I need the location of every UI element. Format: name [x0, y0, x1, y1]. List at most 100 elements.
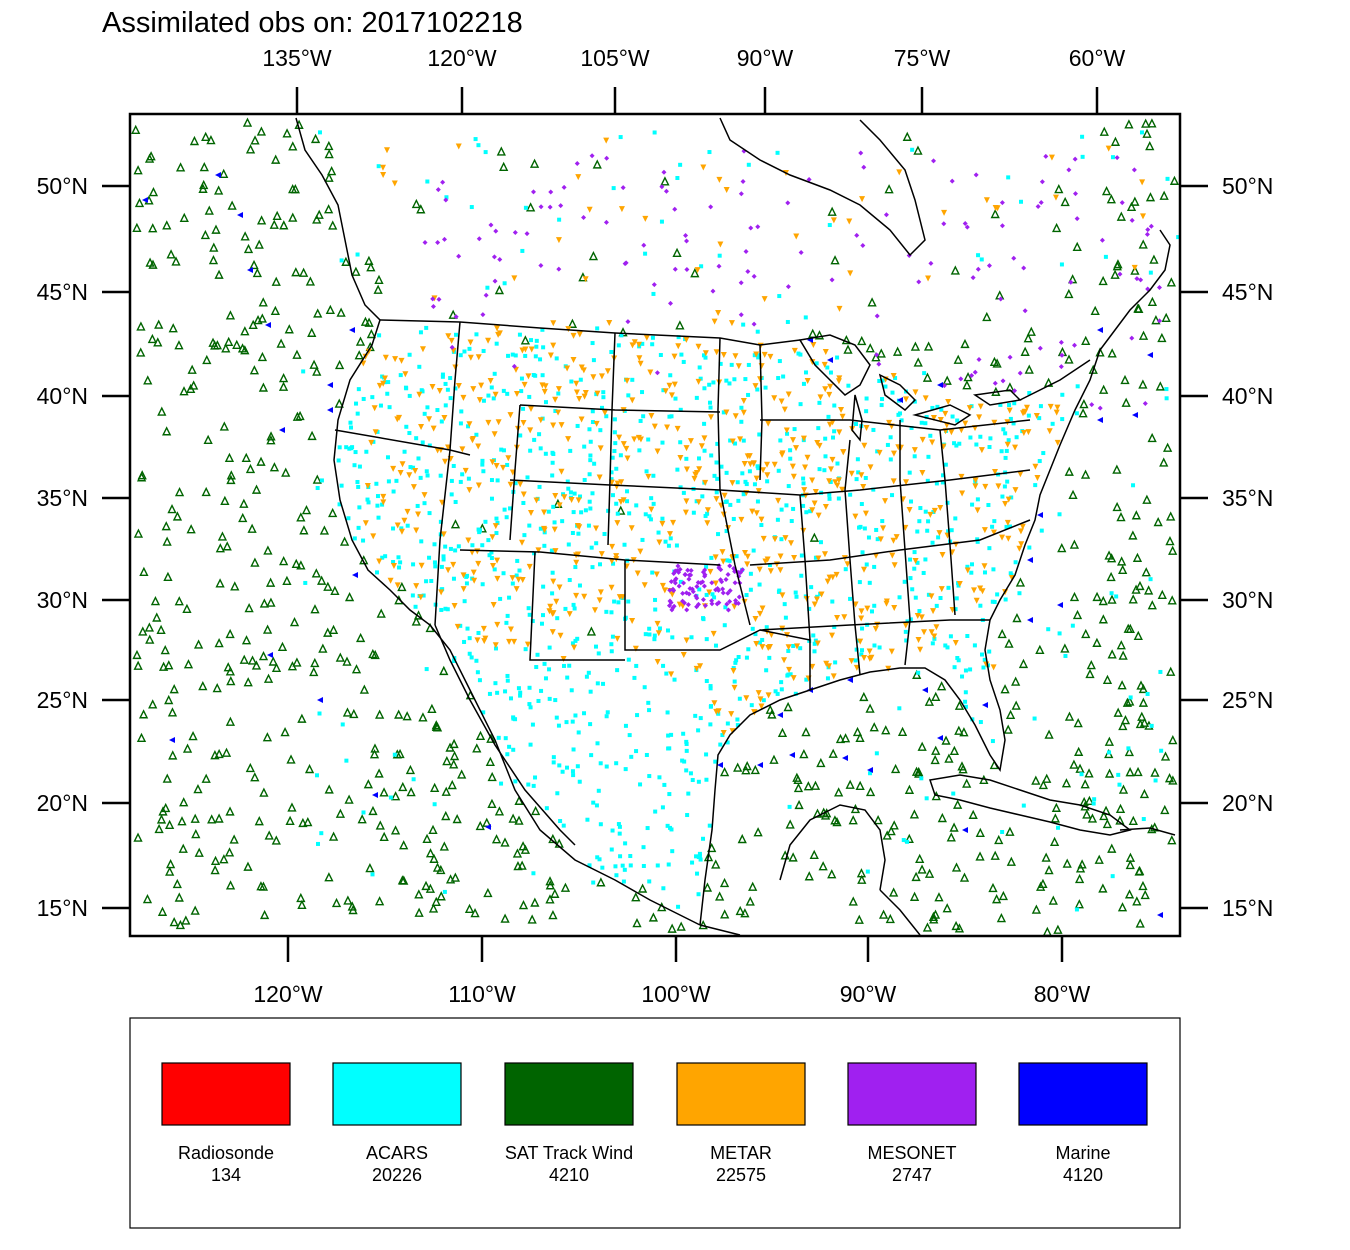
acars-point	[521, 500, 526, 505]
metar-point	[753, 640, 760, 647]
sat-track-wind-point	[153, 337, 163, 347]
sat-track-wind-point	[526, 202, 536, 212]
mesonet-point	[675, 563, 681, 569]
acars-point	[388, 795, 393, 800]
acars-point	[404, 386, 409, 391]
metar-point	[872, 625, 879, 632]
metar-point	[429, 383, 436, 390]
sat-track-wind-point	[324, 148, 334, 159]
sat-track-wind-point	[848, 815, 858, 825]
metar-point	[779, 592, 786, 599]
acars-point	[1091, 801, 1096, 806]
acars-point	[507, 744, 512, 749]
metar-point	[693, 665, 700, 672]
sat-track-wind-point	[1147, 432, 1157, 443]
acars-point	[1011, 421, 1016, 426]
sat-track-wind-point	[491, 834, 502, 844]
right-lat-tick-label: 40°N	[1222, 383, 1273, 409]
acars-point	[872, 643, 877, 648]
acars-point	[681, 359, 686, 364]
left-lat-tick-label: 50°N	[37, 173, 88, 199]
metar-point	[418, 562, 425, 569]
sat-track-wind-point	[406, 787, 416, 797]
sat-track-wind-point	[1128, 815, 1138, 825]
acars-point	[635, 713, 640, 718]
acars-point	[1004, 448, 1009, 453]
acars-point	[835, 461, 840, 466]
sat-track-wind-point	[818, 861, 828, 871]
acars-point	[557, 763, 562, 768]
acars-point	[823, 436, 828, 441]
sat-track-wind-point	[281, 467, 291, 477]
metar-point	[707, 568, 714, 575]
metar-point	[410, 484, 417, 491]
sat-track-wind-point	[335, 652, 345, 662]
acars-point	[682, 759, 687, 764]
acars-point	[663, 539, 668, 544]
metar-point	[552, 396, 559, 403]
acars-point	[514, 573, 519, 578]
mesonet-point	[916, 279, 922, 285]
sat-track-wind-point	[854, 914, 864, 924]
metar-point	[654, 620, 661, 627]
metar-point	[919, 436, 926, 443]
sat-track-wind-point	[801, 727, 811, 737]
mesonet-point	[661, 169, 667, 175]
metar-point	[966, 405, 973, 412]
sat-track-wind-point	[1072, 241, 1082, 252]
metar-point	[740, 409, 747, 416]
sat-track-wind-point	[1115, 803, 1126, 813]
acars-point	[868, 771, 873, 776]
metar-point	[764, 472, 771, 479]
acars-point	[566, 486, 571, 491]
acars-point	[425, 473, 430, 478]
metar-point	[547, 352, 554, 359]
metar-point	[527, 510, 534, 517]
sat-track-wind-point	[226, 675, 236, 686]
acars-point	[505, 678, 510, 683]
acars-point	[481, 710, 486, 715]
metar-point	[775, 497, 782, 504]
metar-point	[860, 483, 867, 490]
metar-point	[671, 381, 678, 388]
sat-track-wind-point	[288, 212, 298, 222]
sat-track-wind-point	[262, 624, 273, 634]
sat-track-wind-point	[857, 335, 867, 346]
metar-point	[791, 347, 798, 354]
sat-track-wind-point	[1138, 880, 1148, 891]
acars-point	[353, 450, 358, 455]
sat-track-wind-point	[279, 220, 289, 230]
metar-point	[631, 339, 638, 346]
metar-point	[598, 551, 605, 558]
sat-track-wind-point	[1110, 269, 1120, 279]
acars-point	[1046, 627, 1051, 632]
metar-point	[598, 373, 605, 380]
sat-track-wind-point	[214, 813, 224, 823]
mesonet-point	[1058, 364, 1064, 370]
mesonet-point	[986, 263, 992, 269]
sat-track-wind-point	[1068, 489, 1078, 499]
acars-point	[822, 468, 827, 473]
acars-point	[924, 415, 929, 420]
sat-track-wind-point	[220, 495, 230, 505]
metar-point	[701, 435, 708, 442]
sat-track-wind-point	[249, 365, 260, 375]
legend-label: ACARS	[366, 1143, 428, 1163]
sat-track-wind-point	[913, 145, 923, 155]
acars-point	[733, 441, 738, 446]
metar-point	[1105, 145, 1112, 152]
mesonet-point	[715, 587, 721, 593]
acars-point	[978, 720, 983, 725]
acars-point	[356, 387, 361, 392]
acars-point	[735, 723, 740, 728]
acars-point	[703, 513, 708, 518]
metar-point	[1034, 475, 1041, 482]
mesonet-point	[654, 370, 660, 376]
sat-track-wind-point	[869, 722, 879, 732]
acars-point	[370, 872, 375, 877]
metar-point	[752, 383, 759, 390]
acars-point	[489, 385, 494, 390]
metar-point	[694, 267, 701, 274]
sat-track-wind-point	[483, 887, 493, 898]
metar-point	[999, 534, 1006, 541]
